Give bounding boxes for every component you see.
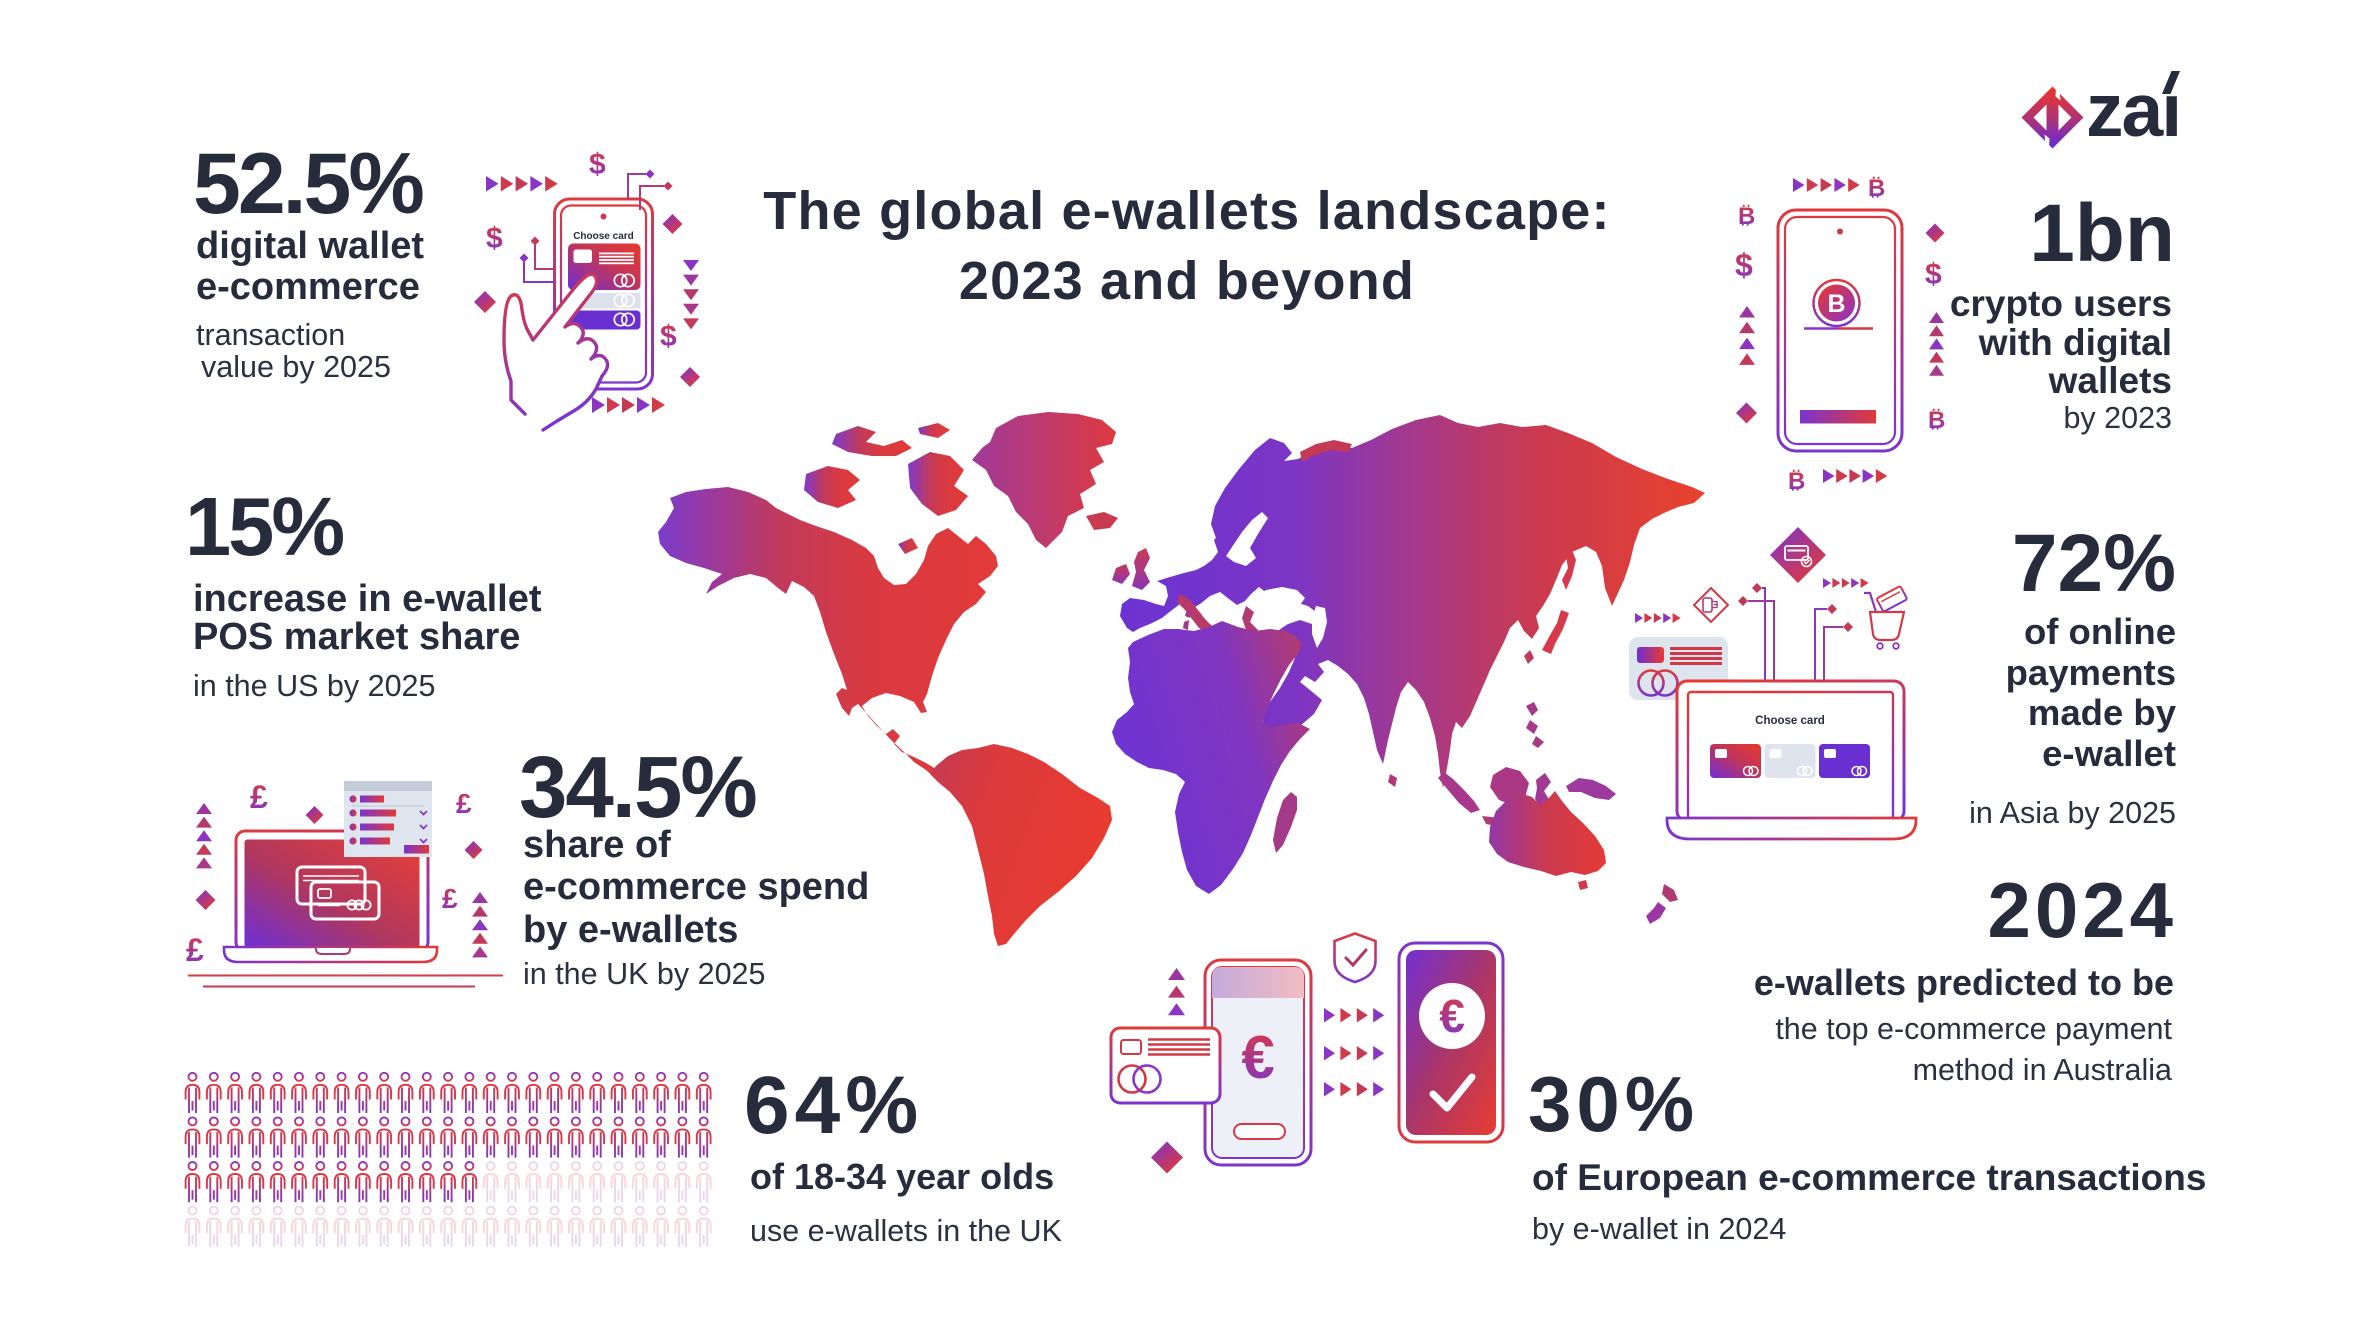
svg-text:B: B [1738, 203, 1755, 230]
svg-text:$: $ [589, 148, 606, 181]
svg-text:$: $ [1735, 247, 1753, 283]
svg-text:£: £ [456, 788, 472, 819]
svg-text:$: $ [1925, 258, 1942, 291]
svg-text:B: B [1868, 175, 1885, 202]
svg-text:$: $ [660, 320, 677, 353]
svg-text:B: B [1928, 407, 1945, 434]
svg-text:Choose card: Choose card [1755, 715, 1825, 727]
svg-text:£: £ [250, 779, 268, 815]
svg-text:Choose card: Choose card [573, 231, 634, 242]
svg-text:B: B [1827, 290, 1845, 318]
svg-text:£: £ [186, 932, 204, 968]
svg-text:€: € [1439, 990, 1465, 1042]
svg-text:$: $ [486, 222, 503, 255]
svg-text:€: € [1241, 1024, 1274, 1091]
svg-text:£: £ [442, 883, 458, 914]
svg-text:B: B [1788, 468, 1805, 495]
